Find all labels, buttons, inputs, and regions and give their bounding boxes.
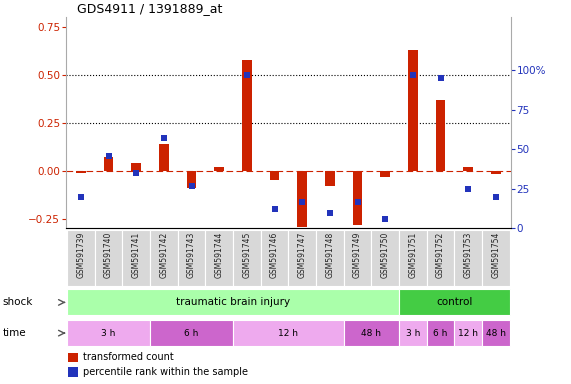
- Bar: [325, 171, 335, 186]
- Bar: [353, 171, 363, 225]
- Bar: [150, 230, 178, 286]
- Text: GSM591748: GSM591748: [325, 232, 335, 278]
- Bar: [159, 144, 168, 171]
- Bar: [371, 230, 399, 286]
- Bar: [482, 230, 510, 286]
- Bar: [270, 171, 279, 180]
- Text: 48 h: 48 h: [361, 329, 381, 338]
- Bar: [344, 230, 371, 286]
- Bar: [178, 230, 206, 286]
- Text: GSM591744: GSM591744: [215, 232, 224, 278]
- Point: [77, 194, 86, 200]
- Text: time: time: [3, 328, 26, 338]
- Bar: [491, 171, 501, 174]
- Text: control: control: [436, 297, 473, 308]
- Point: [297, 199, 307, 205]
- Bar: [408, 50, 417, 171]
- Text: 3 h: 3 h: [405, 329, 420, 338]
- Bar: [67, 230, 95, 286]
- Text: percentile rank within the sample: percentile rank within the sample: [83, 367, 248, 377]
- Point: [464, 186, 473, 192]
- Text: transformed count: transformed count: [83, 352, 174, 362]
- Bar: [233, 230, 261, 286]
- Bar: [482, 320, 510, 346]
- Bar: [242, 60, 252, 171]
- Bar: [68, 353, 78, 362]
- Point: [436, 75, 445, 81]
- Bar: [95, 230, 122, 286]
- Bar: [261, 230, 288, 286]
- Point: [242, 72, 251, 78]
- Bar: [67, 320, 150, 346]
- Bar: [214, 167, 224, 171]
- Text: 6 h: 6 h: [433, 329, 448, 338]
- Text: 12 h: 12 h: [458, 329, 478, 338]
- Text: GSM591753: GSM591753: [464, 232, 473, 278]
- Text: GSM591743: GSM591743: [187, 232, 196, 278]
- Text: GSM591740: GSM591740: [104, 232, 113, 278]
- Bar: [104, 157, 114, 171]
- Bar: [427, 230, 455, 286]
- Bar: [76, 171, 86, 173]
- Bar: [455, 230, 482, 286]
- Bar: [233, 320, 344, 346]
- Bar: [399, 230, 427, 286]
- Text: GSM591749: GSM591749: [353, 232, 362, 278]
- Text: 3 h: 3 h: [102, 329, 116, 338]
- Text: GSM591741: GSM591741: [132, 232, 140, 278]
- Text: 48 h: 48 h: [486, 329, 506, 338]
- Text: shock: shock: [3, 297, 33, 308]
- Text: traumatic brain injury: traumatic brain injury: [176, 297, 290, 308]
- Text: GSM591745: GSM591745: [242, 232, 251, 278]
- Bar: [399, 320, 427, 346]
- Bar: [187, 171, 196, 188]
- Text: GSM591750: GSM591750: [381, 232, 389, 278]
- Bar: [206, 230, 233, 286]
- Bar: [131, 163, 141, 171]
- Bar: [463, 167, 473, 171]
- Point: [159, 135, 168, 141]
- Point: [408, 72, 417, 78]
- Bar: [380, 171, 390, 177]
- Point: [270, 206, 279, 212]
- Bar: [436, 100, 445, 171]
- Point: [187, 183, 196, 189]
- Point: [353, 199, 362, 205]
- Text: GSM591746: GSM591746: [270, 232, 279, 278]
- Point: [132, 170, 141, 176]
- Bar: [150, 320, 233, 346]
- Text: GSM591754: GSM591754: [491, 232, 500, 278]
- Text: GSM591752: GSM591752: [436, 232, 445, 278]
- Text: 12 h: 12 h: [278, 329, 299, 338]
- Text: GSM591751: GSM591751: [408, 232, 417, 278]
- Bar: [288, 230, 316, 286]
- Bar: [316, 230, 344, 286]
- Bar: [67, 290, 399, 315]
- Bar: [399, 290, 510, 315]
- Bar: [297, 171, 307, 227]
- Point: [381, 216, 390, 222]
- Text: GDS4911 / 1391889_at: GDS4911 / 1391889_at: [77, 2, 223, 15]
- Point: [104, 152, 113, 159]
- Point: [325, 210, 335, 216]
- Text: GSM591747: GSM591747: [297, 232, 307, 278]
- Point: [491, 194, 500, 200]
- Bar: [122, 230, 150, 286]
- Bar: [344, 320, 399, 346]
- Bar: [455, 320, 482, 346]
- Text: GSM591742: GSM591742: [159, 232, 168, 278]
- Text: GSM591739: GSM591739: [77, 232, 86, 278]
- Text: 6 h: 6 h: [184, 329, 199, 338]
- Bar: [68, 367, 78, 377]
- Bar: [427, 320, 455, 346]
